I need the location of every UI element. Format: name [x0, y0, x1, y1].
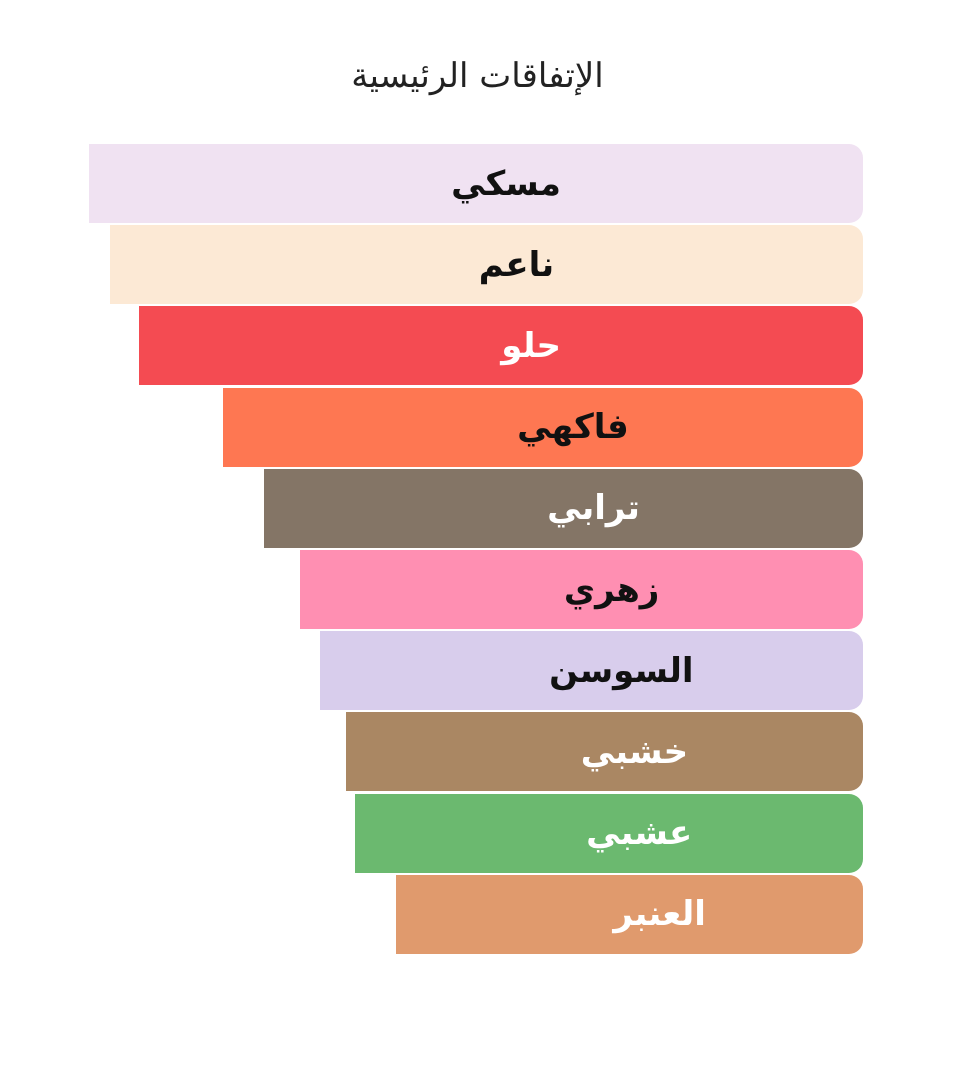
bar: ناعم [109, 225, 863, 305]
bar: مسكي [89, 144, 863, 223]
bar-label: ترابي [547, 488, 640, 529]
bar-label: حلو [501, 325, 561, 366]
bar-label: السوسن [549, 650, 694, 691]
bar: خشبي [345, 712, 863, 792]
bar: عشبي [355, 793, 863, 873]
bar: فاكهي [222, 387, 863, 467]
bar-label: عشبي [586, 813, 693, 854]
bar-label: العنبر [613, 894, 706, 935]
bar: العنبر [396, 874, 863, 954]
bar: زهري [300, 550, 863, 629]
bar: ترابي [263, 468, 863, 548]
bar-label: زهري [563, 569, 660, 610]
bar-label: مسكي [451, 163, 561, 204]
bar-label: خشبي [580, 731, 689, 772]
bar-label: ناعم [478, 244, 555, 285]
bar: السوسن [319, 631, 863, 711]
bar: حلو [139, 306, 863, 386]
chart-title: الإتفاقات الرئيسية [351, 56, 604, 96]
bar-label: فاكهي [517, 407, 629, 448]
